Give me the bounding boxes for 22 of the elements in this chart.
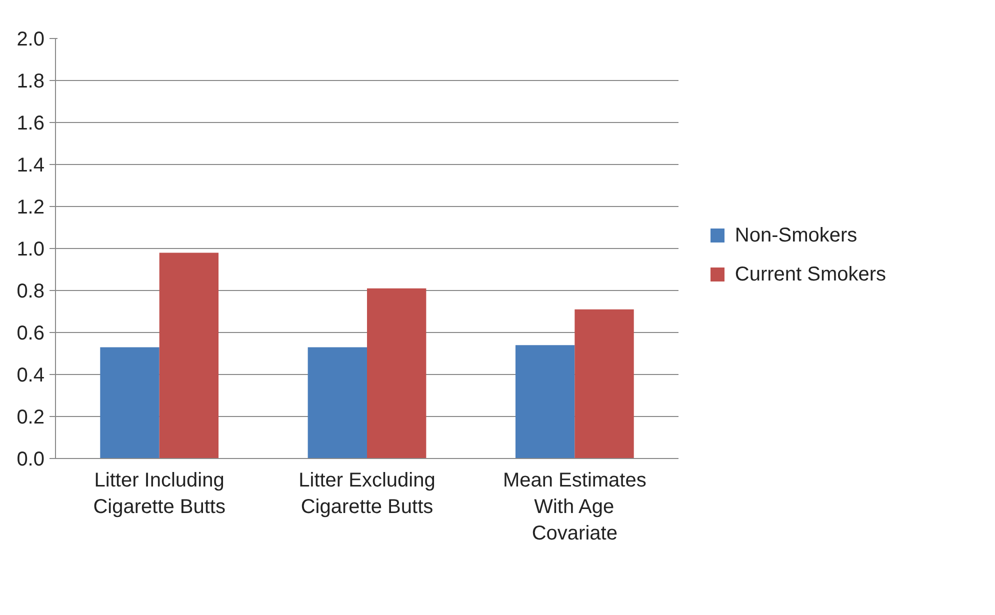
y-tick-label: 0.0 [16,448,45,470]
y-tick-label: 1.2 [16,196,45,218]
y-tick-label: 1.6 [16,112,45,134]
bar [367,288,426,458]
x-tick-label: Litter Excluding Cigarette Butts [298,470,436,518]
bar [574,309,634,458]
x-tick-label: Litter Including Cigarette Butts [93,470,226,518]
bar [100,347,160,458]
y-tick-label: 0.6 [16,322,45,344]
bar [159,252,219,458]
y-tick-label: 0.8 [16,280,45,302]
legend-label: Non-Smokers [734,224,858,247]
x-tick-label: Mean Estimates With Age Covariate [502,470,646,544]
y-tick-label: 0.2 [16,406,45,428]
y-tick-label: 0.4 [16,364,45,386]
legend-label: Current Smokers [734,263,886,286]
y-tick-label: 1.0 [16,238,45,260]
y-tick-label: 2.0 [16,28,45,50]
y-tick-label: 1.4 [16,154,45,176]
bar [308,347,367,458]
bar [515,345,575,458]
y-tick-label: 1.8 [16,70,45,92]
